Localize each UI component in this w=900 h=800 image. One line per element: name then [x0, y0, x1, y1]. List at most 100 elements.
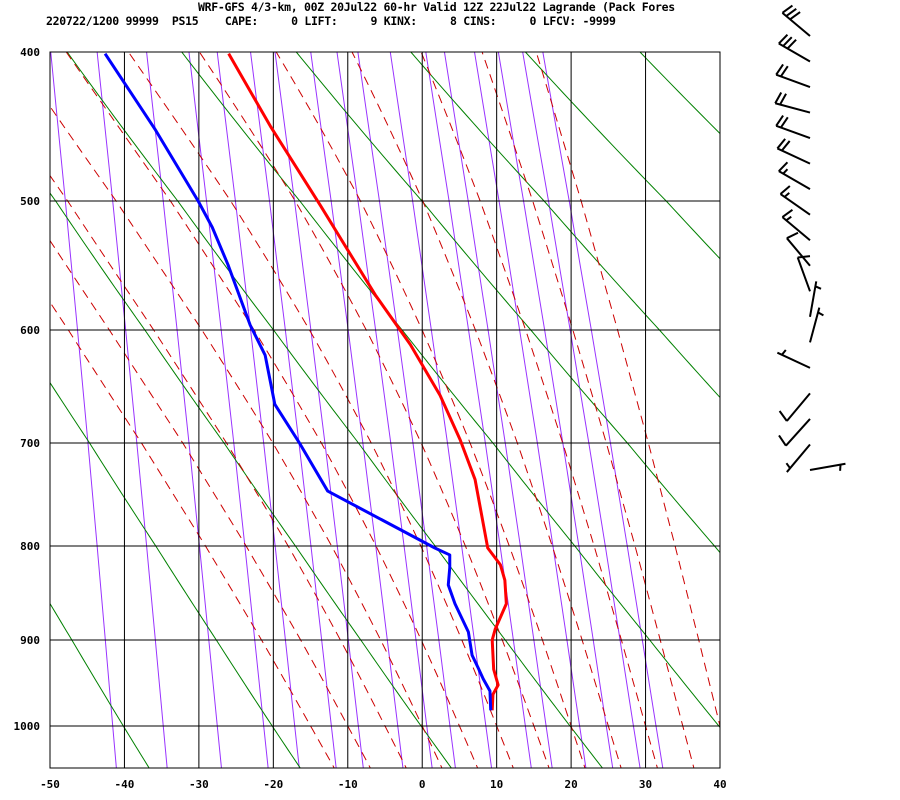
grid — [49, 51, 721, 769]
barb-flag — [781, 209, 794, 218]
x-tick-label: 10 — [490, 778, 503, 791]
barb-flag — [776, 138, 786, 150]
moist-adiabat-line — [50, 301, 335, 768]
barb-flag — [778, 434, 787, 447]
barb-staff — [786, 392, 811, 422]
moist-adiabat-line — [50, 239, 371, 768]
barb-flag — [779, 185, 791, 195]
mixing-ratio-line — [522, 52, 641, 768]
mixing-ratio-line — [274, 52, 364, 768]
wind-barb — [776, 349, 811, 369]
axis-ticks: -50 -40 -30 -20 -10 0 10 20 30 40 400 500 600 700 800 9… — [14, 46, 727, 791]
x-tick-label: -40 — [115, 778, 135, 791]
barb-flag — [781, 4, 794, 14]
mixing-ratio-line — [389, 52, 493, 768]
chart-title: WRF-GFS 4/3-km, 00Z 20Jul22 60-hr Valid … — [198, 0, 675, 14]
wind-barb — [778, 418, 811, 447]
background-lines — [50, 52, 720, 768]
mixing-ratio-line — [50, 52, 117, 768]
barb-flag — [778, 410, 788, 422]
wind-barb — [809, 307, 824, 343]
mixing-ratio-line — [146, 52, 222, 768]
mixing-ratio-line — [443, 52, 553, 768]
wind-barb — [775, 63, 811, 88]
dry-adiabat-line — [181, 52, 720, 729]
barb-flag — [780, 65, 789, 78]
barb-half-flag — [785, 462, 791, 469]
dry-adiabat-line — [66, 52, 604, 768]
dewpoint-line — [103, 52, 493, 711]
barb-staff — [796, 257, 811, 292]
wind-barb — [778, 33, 811, 63]
barb-half-flag — [783, 192, 790, 198]
barb-half-flag — [782, 168, 789, 175]
mixing-ratio-line — [96, 52, 168, 768]
barb-flag — [789, 11, 801, 21]
wind-barb — [796, 255, 811, 292]
dry-adiabat-line — [639, 52, 720, 135]
barb-flag — [786, 231, 799, 240]
moist-adiabat-line — [351, 52, 622, 768]
barb-flag — [786, 38, 797, 50]
barb-flag — [782, 36, 793, 47]
moist-adiabat-line — [420, 52, 658, 768]
moist-adiabat-line — [275, 52, 586, 768]
x-tick-label: 0 — [419, 778, 426, 791]
x-tick-label: 40 — [713, 778, 726, 791]
mixing-ratio-line — [310, 52, 404, 768]
barb-flag — [779, 93, 787, 106]
dry-adiabat-line — [524, 52, 720, 260]
wind-barb — [776, 138, 811, 165]
barb-flag — [785, 8, 797, 17]
mixing-ratio-line — [188, 52, 269, 768]
dry-adiabat-line — [50, 381, 301, 768]
mixing-ratio-line — [474, 52, 587, 768]
x-tick-label: 20 — [564, 778, 577, 791]
x-tick-label: -30 — [189, 778, 209, 791]
dry-adiabat-line — [50, 602, 150, 768]
barb-half-flag — [814, 285, 822, 290]
x-tick-label: -50 — [40, 778, 60, 791]
wind-barb — [774, 91, 811, 114]
dry-adiabat-line — [50, 192, 452, 768]
wind-barb — [809, 281, 822, 317]
wind-barb — [781, 4, 811, 37]
barb-flag — [775, 114, 784, 127]
barb-half-flag — [817, 311, 824, 317]
barb-staff — [785, 418, 811, 447]
barb-flag — [774, 91, 783, 104]
x-tick-label: -10 — [338, 778, 358, 791]
y-tick-label: 1000 — [14, 720, 41, 733]
mixing-ratio-line — [425, 52, 532, 768]
wind-barb — [778, 392, 811, 422]
moist-adiabat-line — [127, 52, 514, 768]
wind-barb — [779, 185, 811, 216]
mixing-ratio-line — [250, 52, 337, 768]
y-tick-label: 900 — [20, 634, 40, 647]
mixing-ratio-line — [542, 52, 664, 768]
y-tick-label: 500 — [20, 195, 40, 208]
plot-frame — [49, 51, 721, 769]
barb-flag — [797, 255, 811, 259]
mixing-ratio-line — [336, 52, 433, 768]
y-tick-label: 700 — [20, 437, 40, 450]
barb-flag — [780, 116, 789, 129]
barb-flag — [775, 63, 784, 76]
profiles — [103, 52, 508, 711]
barb-staff — [786, 237, 811, 267]
dry-adiabat-line — [295, 52, 720, 554]
x-tick-label: -20 — [263, 778, 283, 791]
mixing-ratio-line — [357, 52, 456, 768]
barb-flag — [778, 33, 789, 45]
wind-barb — [809, 462, 846, 471]
mixing-ratio-line — [497, 52, 614, 768]
barb-flag — [781, 140, 791, 152]
barb-flag — [778, 161, 789, 172]
moist-adiabat-line — [50, 174, 407, 768]
y-tick-label: 600 — [20, 324, 40, 337]
wind-barb — [786, 231, 811, 267]
moist-adiabat-line — [481, 52, 695, 768]
barb-half-flag — [785, 215, 792, 222]
wind-barb — [778, 161, 811, 191]
